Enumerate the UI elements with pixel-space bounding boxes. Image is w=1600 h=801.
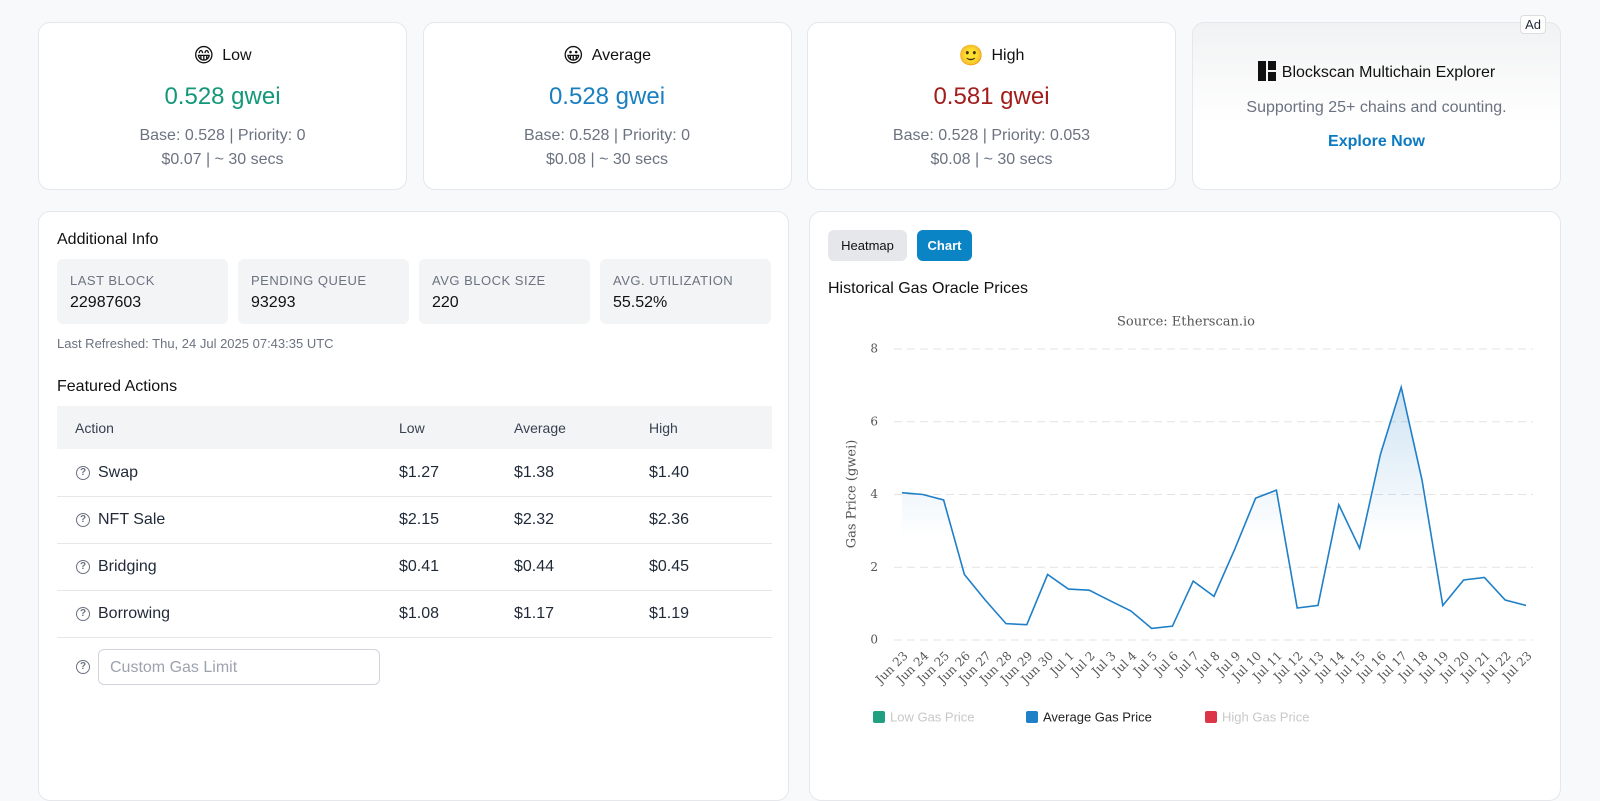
table-cell: $1.17	[514, 605, 555, 622]
table-cell: NFT Sale	[98, 511, 166, 528]
chart-subtitle: Source: Etherscan.io	[1117, 315, 1255, 330]
table-cell: Borrowing	[98, 605, 171, 622]
line	[901, 384, 1527, 630]
legend-label[interactable]: Low Gas Price	[890, 709, 975, 724]
table-cell: Swap	[98, 464, 139, 481]
table-cell: $0.41	[399, 558, 440, 575]
table-header-cell: Action	[75, 420, 114, 436]
ad-subtitle: Supporting 25+ chains and counting.	[1246, 99, 1507, 116]
gas-card: 😁 Low 0.528 gwei Base: 0.528 | Priority: 0 $…	[38, 22, 407, 190]
gas-cost: $0.08 | ~ 30 secs	[545, 151, 668, 168]
gas-label: 😁 Low	[39, 43, 406, 68]
area	[902, 387, 1526, 640]
ad-logo	[1257, 61, 1276, 81]
tab[interactable]: Heatmap	[828, 230, 907, 261]
stat-value: 55.52%	[613, 294, 668, 311]
gas-label-text: Average	[591, 47, 652, 64]
y-tick-label: 8	[870, 342, 878, 356]
stat-label: PENDING QUEUE	[251, 273, 367, 288]
ad-title-text: Blockscan Multichain Explorer	[1281, 64, 1496, 81]
table-cell: $0.45	[649, 558, 690, 575]
tab-active[interactable]: Chart	[917, 230, 972, 261]
gas-detail: Base: 0.528 | Priority: 0	[139, 127, 306, 144]
stat-box: AVG BLOCK SIZE 220	[419, 259, 590, 324]
gas-label: 😀 Average	[424, 43, 791, 68]
table-cell: $1.08	[399, 605, 440, 622]
section-title: Additional Info	[57, 231, 159, 248]
table-cell: $1.38	[514, 464, 555, 481]
gas-label-text: High	[991, 47, 1025, 64]
y-axis-label: Gas Price (gwei)	[845, 440, 860, 549]
ad-link[interactable]: Explore Now	[1328, 133, 1425, 150]
help-icon[interactable]: ?	[76, 466, 90, 480]
gas-price: 0.528 gwei	[548, 83, 666, 110]
legend-swatch	[1026, 711, 1038, 723]
emoji-icon: 😀	[562, 45, 584, 67]
gas-detail: Base: 0.528 | Priority: 0.053	[892, 127, 1091, 144]
ad-card[interactable]: Ad Blockscan Multichain Explorer Support…	[1192, 15, 1561, 190]
stat-value: 93293	[251, 294, 296, 311]
table-header-cell: Average	[514, 420, 566, 436]
legend-swatch	[873, 711, 885, 723]
stat-label: AVG BLOCK SIZE	[432, 273, 546, 288]
legend-label[interactable]: Average Gas Price	[1043, 709, 1152, 724]
legend-swatch	[1205, 711, 1217, 723]
stat-label: LAST BLOCK	[70, 273, 155, 288]
gas-card: 😀 Average 0.528 gwei Base: 0.528 | Priority…	[422, 22, 792, 190]
y-tick-label: 2	[870, 560, 878, 574]
table-header-cell: Low	[399, 420, 425, 436]
stat-box: PENDING QUEUE 93293	[238, 259, 409, 324]
stat-value: 22987603	[70, 294, 142, 311]
help-icon[interactable]: ?	[76, 660, 90, 674]
gas-price: 0.581 gwei	[933, 83, 1050, 110]
gas-cost: $0.07 | ~ 30 secs	[161, 151, 284, 168]
row-divider	[57, 496, 772, 497]
table-cell: $1.40	[649, 464, 690, 481]
table-cell: $1.19	[649, 605, 690, 622]
y-tick-label: 0	[870, 633, 878, 647]
help-icon[interactable]: ?	[76, 607, 90, 621]
help-icon[interactable]: ?	[76, 513, 90, 527]
stat-label: AVG. UTILIZATION	[613, 273, 734, 288]
gas-card: 🙂 High 0.581 gwei Base: 0.528 | Priority: 0…	[807, 22, 1176, 190]
table-cell: $2.36	[649, 511, 690, 528]
gas-detail: Base: 0.528 | Priority: 0	[523, 127, 690, 144]
chart-panel: Heatmap Chart Historical Gas Oracle Pric…	[809, 211, 1561, 801]
stat-box: AVG. UTILIZATION 55.52%	[600, 259, 771, 324]
emoji-icon: 🙂	[958, 45, 984, 67]
table-cell: Bridging	[98, 558, 157, 575]
table-cell: $2.15	[399, 511, 440, 528]
row-divider	[57, 543, 772, 544]
section-title: Featured Actions	[57, 378, 178, 395]
legend-label[interactable]: High Gas Price	[1222, 709, 1309, 724]
stat-box: LAST BLOCK 22987603	[57, 259, 228, 324]
y-tick-label: 6	[870, 414, 878, 428]
gas-cost: $0.08 | ~ 30 secs	[930, 151, 1053, 168]
emoji-icon: 😁	[193, 45, 215, 67]
y-tick-label: 4	[870, 487, 878, 501]
gas-label: 🙂 High	[808, 43, 1175, 68]
row-divider	[57, 637, 772, 638]
stat-value: 220	[432, 294, 459, 311]
help-icon[interactable]: ?	[76, 560, 90, 574]
chart: Source: Etherscan.io Gas Price (gwei) 0 2…	[845, 315, 1535, 725]
table-cell: $1.27	[399, 464, 440, 481]
chart-title: Historical Gas Oracle Prices	[828, 280, 1029, 297]
table-header	[57, 406, 772, 449]
ad-title: Blockscan Multichain Explorer	[1193, 61, 1560, 82]
row-divider	[57, 590, 772, 591]
gas-limit-input[interactable]: Custom Gas Limit	[98, 649, 380, 685]
table-header-cell: High	[649, 420, 678, 436]
gas-price: 0.528 gwei	[164, 83, 281, 110]
info-panel: Additional Info Last Refreshed: Thu, 24 …	[38, 211, 789, 801]
refreshed: Last Refreshed: Thu, 24 Jul 2025 07:43:3…	[57, 336, 334, 351]
ad-badge: Ad	[1520, 15, 1546, 34]
gas-label-text: Low	[222, 47, 252, 64]
table-cell: $0.44	[514, 558, 555, 575]
table-cell: $2.32	[514, 511, 555, 528]
